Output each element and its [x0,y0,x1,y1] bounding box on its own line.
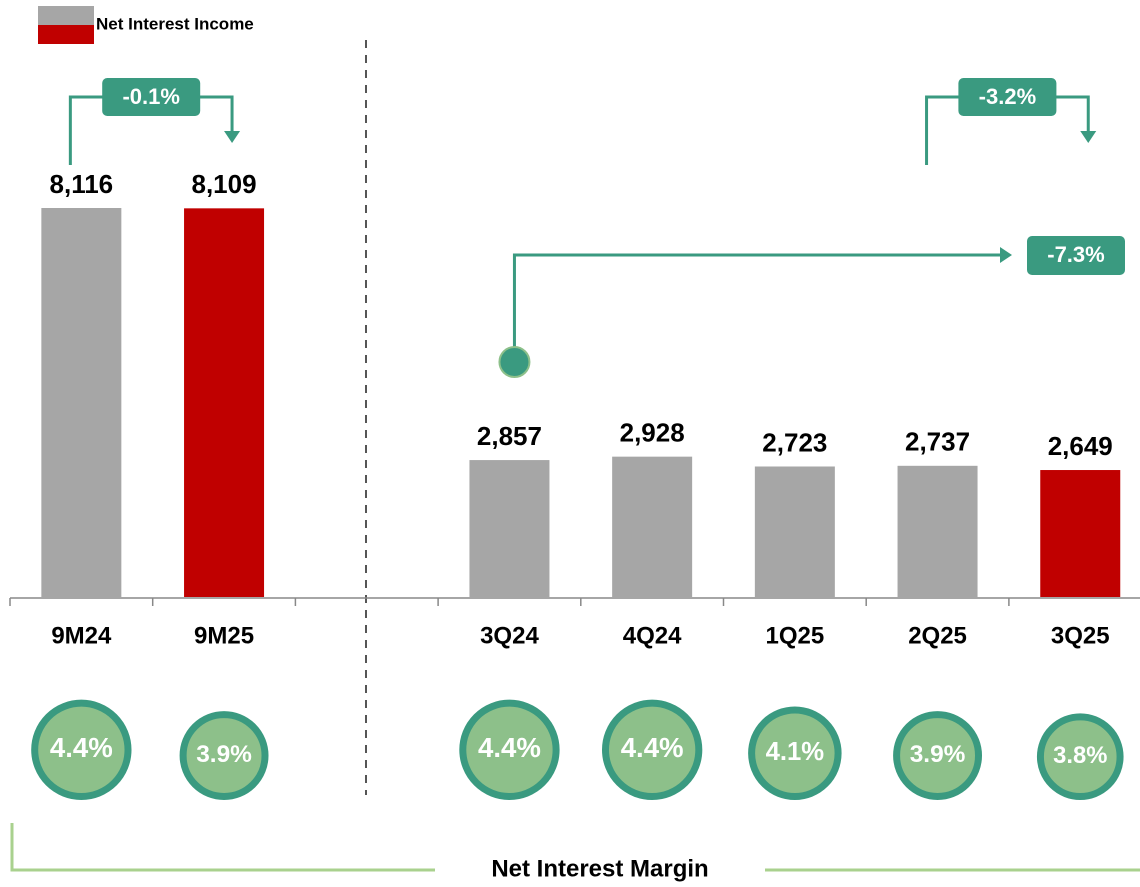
margin-label: 4.4% [621,732,684,763]
value-label: 2,737 [905,427,970,457]
arrow-head [1080,131,1097,143]
bar [41,208,122,597]
x-tick-label: 2Q25 [908,622,967,649]
margin-label: 3.9% [196,741,252,768]
bar [754,466,835,597]
annotation-box [1027,236,1125,275]
bar [897,465,978,597]
value-label: 2,928 [620,418,685,448]
margin-label: 3.8% [1053,742,1107,769]
bar [612,456,693,597]
margin-label: 4.4% [478,732,541,763]
value-label: 2,857 [477,421,542,451]
margin-circle [459,699,560,801]
bracket-left [10,823,435,872]
value-label: 8,116 [50,169,114,199]
arrow-head [1000,247,1012,263]
value-label: 2,649 [1048,431,1113,461]
margin-label: 4.1% [766,738,825,766]
annotation-label: -3.2% [979,84,1036,109]
legend-label: Net Interest Income [96,14,254,33]
x-tick-label: 3Q24 [480,622,539,649]
arrow-head [224,131,241,143]
value-label: 8,109 [192,169,257,199]
legend-swatch [38,6,94,25]
annotation-box [102,78,201,116]
margin-circle [601,699,703,801]
annotation-label: -0.1% [122,84,179,109]
value-label: 2,723 [762,427,827,457]
annotation-box [958,78,1057,116]
legend-swatch [38,25,94,44]
margin-circle [31,699,132,801]
x-tick-label: 9M25 [194,622,254,649]
margin-label: 4.4% [50,732,113,763]
annotation-line [512,253,1002,362]
bar [1040,470,1121,597]
x-tick-label: 9M24 [51,622,112,649]
x-tick-label: 3Q25 [1051,622,1110,649]
margin-label: 3.9% [910,741,966,768]
annotation-label: -7.3% [1047,242,1104,267]
annotation-dot [498,346,531,378]
margin-circle [893,711,983,800]
margin-circle [1036,713,1124,800]
x-tick-label: 4Q24 [623,622,682,649]
x-tick-label: 1Q25 [765,622,824,649]
bar [469,460,550,597]
margin-title: Net Interest Margin [491,855,708,882]
margin-circle [179,711,269,800]
margin-circle [748,706,842,801]
bar [184,208,265,597]
